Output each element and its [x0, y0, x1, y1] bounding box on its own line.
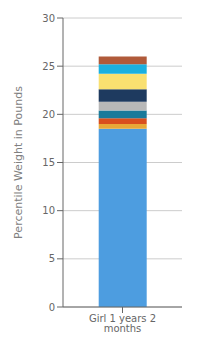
svg-text:25: 25	[42, 61, 55, 72]
svg-text:5: 5	[49, 253, 55, 264]
svg-text:20: 20	[42, 109, 55, 120]
svg-text:0: 0	[49, 302, 55, 313]
svg-text:Girl 1 years 2months: Girl 1 years 2months	[89, 313, 156, 334]
svg-text:Percentile Weight in Pounds: Percentile Weight in Pounds	[12, 86, 25, 239]
svg-text:10: 10	[42, 205, 55, 216]
svg-text:15: 15	[42, 157, 55, 168]
svg-text:30: 30	[42, 13, 55, 24]
